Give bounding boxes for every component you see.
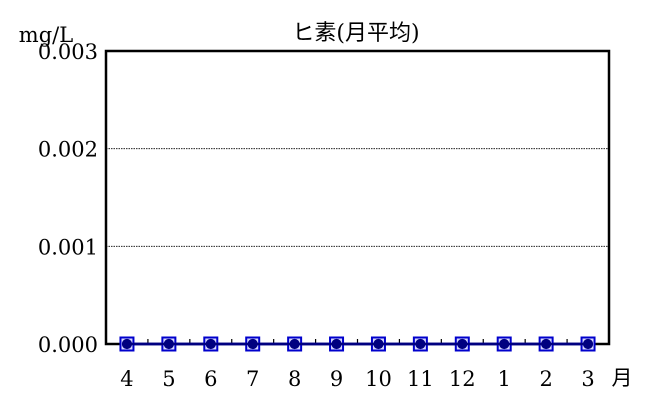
x-tick-label-1: 1: [498, 367, 511, 391]
y-axis-unit-label: mg/L: [19, 23, 73, 47]
y-tick-labels: 0.000 0.001 0.002 0.003: [38, 40, 98, 357]
x-tick-label-10: 10: [365, 367, 392, 391]
series-2-point-10: [373, 338, 384, 350]
x-tick-label-4: 4: [120, 367, 133, 391]
series-2-point-9: [331, 338, 342, 350]
x-tick-label-8: 8: [288, 367, 301, 391]
series-2-point-5: [163, 338, 174, 350]
x-tick-label-2: 2: [539, 367, 552, 391]
series-2-point-3: [582, 338, 594, 350]
x-tick-label-11: 11: [407, 367, 434, 391]
gridlines: [106, 148, 609, 247]
series-2-point-6: [205, 338, 216, 350]
series-2-point-11: [415, 338, 426, 350]
x-tick-label-12: 12: [449, 367, 476, 391]
chart-title: ヒ素(月平均): [292, 21, 419, 46]
series-2-point-7: [247, 338, 258, 350]
x-tick-labels: 4 5 6 7 8 9 10 11 12 1 2 3: [120, 367, 594, 391]
x-tick-label-9: 9: [330, 367, 343, 391]
y-tick-label-2: 0.002: [38, 138, 98, 162]
x-tick-label-5: 5: [162, 367, 175, 391]
x-axis-unit-label: 月: [612, 366, 633, 390]
series-2-point-1: [499, 338, 510, 350]
y-tick-label-0: 0.000: [38, 333, 98, 357]
y-tick-label-3: 0.003: [38, 40, 98, 64]
series-2-point-4: [121, 338, 133, 350]
x-tick-label-3: 3: [581, 367, 594, 391]
series-2-point-12: [457, 338, 468, 350]
x-tick-label-7: 7: [246, 367, 259, 391]
x-tick-label-6: 6: [204, 367, 217, 391]
series-2-point-8: [289, 338, 300, 350]
series-2: [121, 338, 594, 350]
y-tick-label-1: 0.001: [38, 235, 98, 259]
series-layer: [119, 336, 596, 352]
series-2-point-2: [541, 338, 552, 350]
